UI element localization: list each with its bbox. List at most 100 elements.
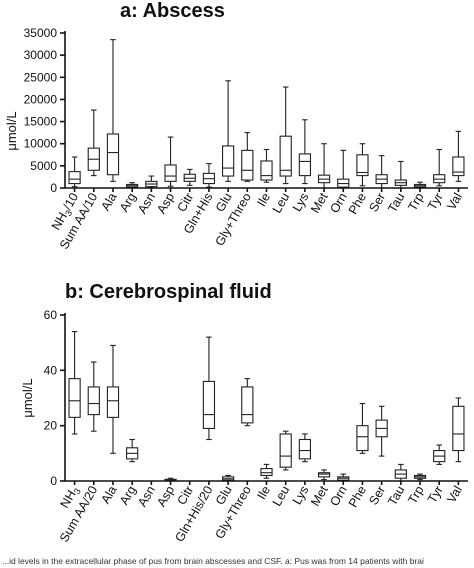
figure-caption: ...id levels in the extracellular phase … (2, 556, 424, 566)
b-y-tick-label: 20 (44, 419, 58, 433)
a-box-gln-his (202, 163, 216, 188)
b-category-label: Arg (117, 483, 139, 507)
abscess-boxes (68, 39, 465, 189)
a-category-label: Ile (254, 190, 273, 208)
a-category-label: Tau (385, 190, 407, 214)
b-box-tyr (433, 444, 446, 465)
a-box-phe (356, 143, 369, 187)
iqr-box (87, 386, 100, 416)
a-y-tick-label: 35000 (24, 26, 58, 40)
iqr-box (68, 171, 81, 185)
b-category-label: Met (308, 483, 331, 509)
a-box-sum-aa-10 (87, 109, 100, 177)
b-box-phe (356, 402, 369, 454)
a-box-orn (337, 149, 350, 189)
b-box-val (452, 397, 465, 463)
a-y-tick-label: 0 (50, 181, 57, 195)
iqr-box (279, 433, 292, 468)
a-y-tick-label: 10000 (24, 137, 58, 151)
a-category-label: Phe (346, 190, 369, 216)
a-category-label: Trp (405, 190, 426, 213)
b-category-label: Asn (135, 483, 158, 509)
iqr-box (260, 160, 273, 181)
csf-y-axis-label: μmol/L (20, 378, 35, 417)
b-box-tau (394, 463, 407, 482)
a-category-label: Arg (117, 190, 139, 214)
a-box-ile (260, 148, 273, 183)
a-box-ala (106, 39, 120, 182)
b-box-nh3 (68, 331, 81, 435)
b-box-arg (126, 438, 139, 463)
abscess-axes (64, 31, 468, 192)
a-y-tick-label: 30000 (24, 48, 58, 62)
a-box-tyr (433, 148, 446, 187)
iqr-box (222, 145, 235, 177)
a-category-label: Orn (327, 190, 350, 215)
iqr-box (356, 425, 369, 452)
abscess-panel: a: Abscess μmol/L 0 5000 10000 15000 20000 25… (4, 0, 468, 252)
iqr-box (106, 386, 120, 418)
iqr-box (317, 472, 331, 478)
b-box-ala (106, 344, 120, 454)
a-box-tau (394, 160, 407, 189)
iqr-box (452, 156, 465, 177)
b-box-ile (260, 463, 273, 479)
a-category-label: Ser (366, 191, 388, 215)
iqr-box (241, 386, 254, 424)
b-category-label: Ser (366, 484, 388, 508)
a-category-label: Ala (98, 190, 119, 213)
a-box-nh3-10 (68, 156, 81, 188)
abscess-panel-title: a: Abscess (120, 0, 225, 22)
b-y-tick-label: 0 (50, 474, 57, 488)
b-y-tick-label: 40 (44, 363, 58, 377)
a-box-met (317, 143, 331, 189)
a-box-trp (413, 181, 427, 189)
a-category-label: Tyr (425, 191, 446, 213)
csf-y-ticks: 0 20 40 60 (44, 308, 65, 488)
iqr-box (356, 154, 369, 177)
iqr-box (298, 438, 311, 460)
b-box-gly-threo (241, 378, 254, 427)
b-box-trp (413, 473, 427, 481)
abscess-y-axis-label: μmol/L (4, 111, 19, 150)
a-y-tick-label: 15000 (24, 115, 58, 129)
iqr-box (164, 164, 177, 182)
b-category-label: Ile (254, 483, 273, 501)
iqr-box (106, 133, 120, 176)
a-box-val (452, 130, 465, 182)
iqr-box (279, 135, 292, 177)
b-category-label: Orn (327, 483, 350, 508)
a-category-label: Val (444, 191, 465, 213)
a-category-label: Asp (154, 190, 177, 216)
b-category-label: Phe (346, 483, 369, 509)
a-category-label: Asn (135, 190, 158, 216)
b-category-label: Val (444, 484, 465, 506)
a-box-gly-threo (241, 132, 254, 182)
a-category-label: Lys (290, 191, 312, 214)
a-category-label: Leu (270, 190, 293, 215)
csf-axes (64, 313, 468, 485)
a-box-glu (222, 80, 235, 182)
b-category-label: Tyr (425, 484, 446, 506)
a-box-asp (164, 136, 177, 187)
a-box-citr (183, 168, 196, 186)
b-box-glu (222, 474, 235, 482)
iqr-box (202, 380, 216, 429)
iqr-box (241, 149, 254, 181)
a-y-tick-label: 5000 (30, 159, 57, 173)
b-category-label: Ala (98, 483, 119, 506)
iqr-box (68, 378, 81, 418)
b-box-met (317, 469, 331, 481)
a-y-tick-label: 20000 (24, 92, 58, 106)
b-category-label: Tau (385, 483, 407, 507)
b-category-label: Trp (405, 483, 426, 506)
b-box-gln-his-20 (202, 336, 216, 441)
a-box-ser (375, 155, 388, 189)
b-box-leu (279, 430, 292, 471)
a-y-tick-label: 25000 (24, 70, 58, 84)
a-category-label: Met (308, 190, 331, 216)
iqr-box (260, 467, 273, 477)
b-category-label: Lys (290, 484, 312, 507)
